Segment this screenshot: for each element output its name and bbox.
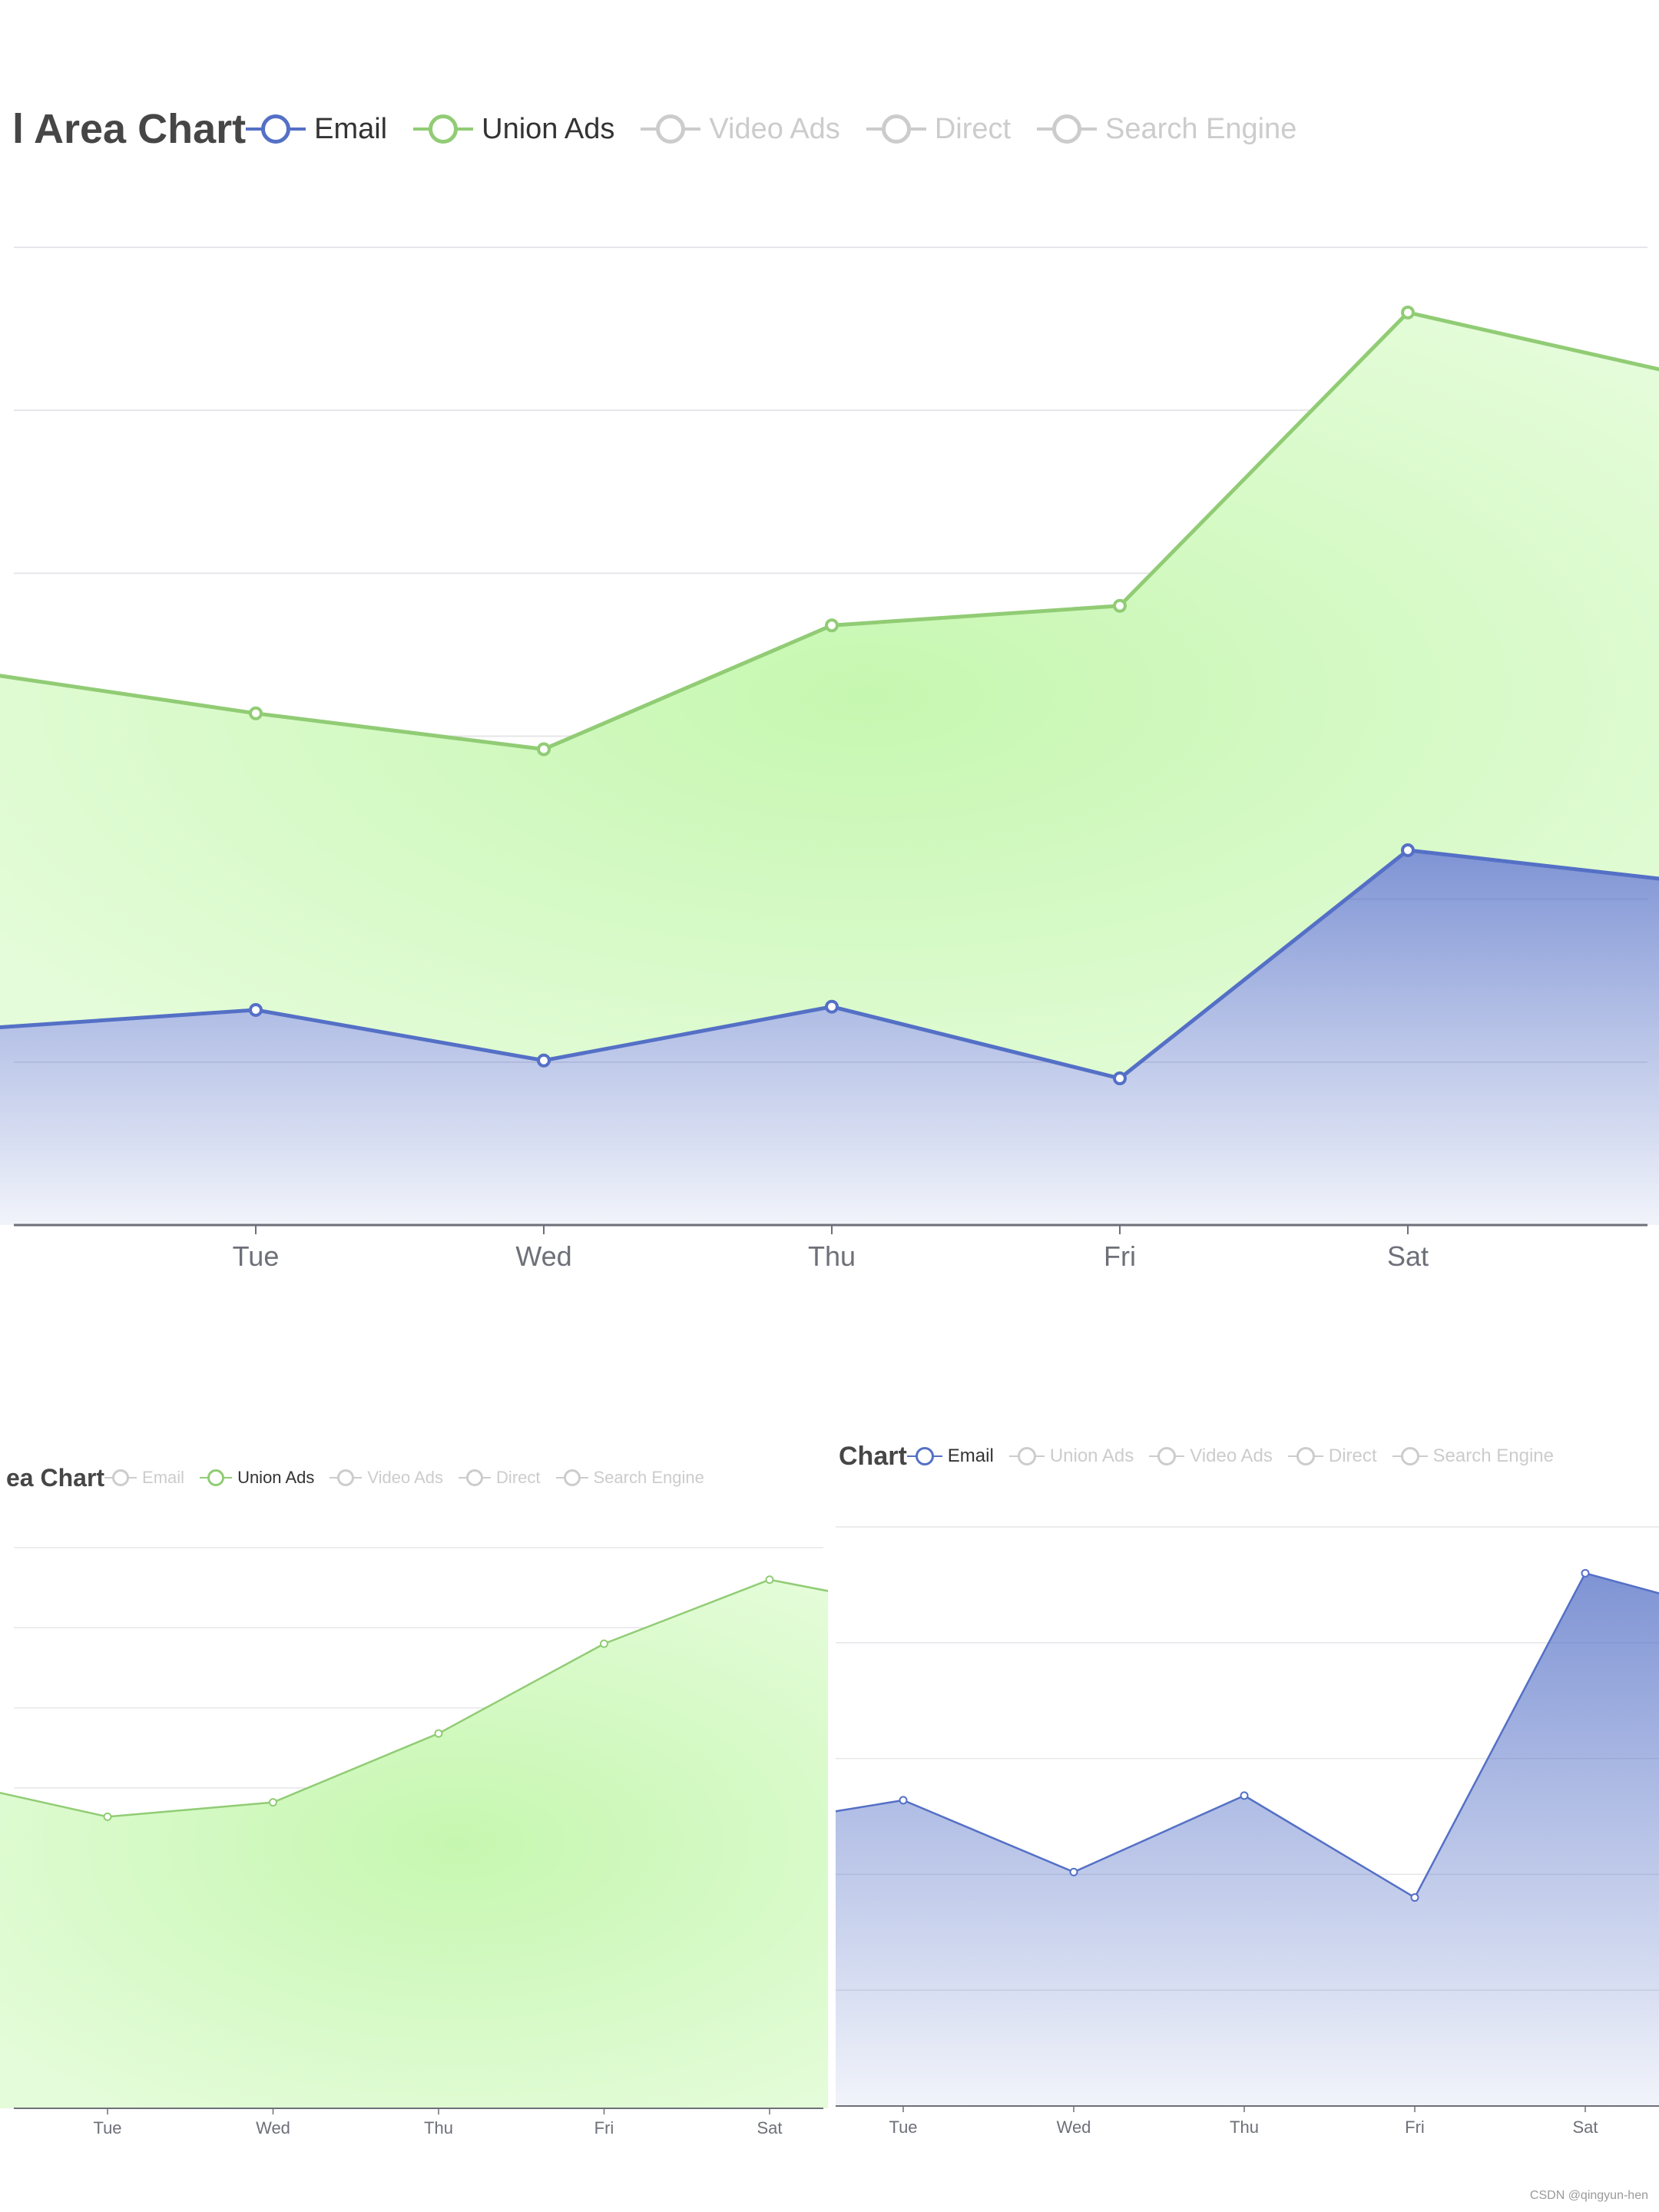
data-point-email <box>1069 1867 1078 1876</box>
data-point-email <box>1401 843 1415 858</box>
area-chart-large: Tue Wed Thu Fri Sat <box>0 247 1659 1272</box>
legend-item-direct[interactable]: Direct <box>866 113 1011 146</box>
chart-panel-union-ads: ea Chart Email Union Ads Video Ads Direct Se… <box>0 1413 828 2181</box>
legend-marker-icon <box>200 1469 233 1486</box>
legend-item-video-ads[interactable]: Video Ads <box>1149 1445 1273 1467</box>
chart-header: ea Chart Email Union Ads Video Ads Direct Se… <box>6 1459 704 1496</box>
area-fill-email <box>836 1573 1659 2106</box>
chart-panel-email: Chart Email Union Ads Video Ads Direct Searc… <box>836 1413 1659 2181</box>
legend-label: Direct <box>1328 1445 1377 1466</box>
x-tick-label: Sat <box>1572 2118 1598 2137</box>
legend-marker-icon <box>906 1447 942 1465</box>
x-tick-label: Wed <box>515 1240 571 1272</box>
legend-marker-icon <box>1008 1447 1045 1465</box>
chart-title: ea Chart <box>6 1463 105 1492</box>
legend-marker-icon <box>555 1469 588 1486</box>
legend-label: Search Engine <box>1432 1445 1554 1466</box>
x-tick-label: Fri <box>594 2118 614 2137</box>
legend-item-email[interactable]: Email <box>906 1445 994 1467</box>
legend-marker-icon <box>329 1469 363 1486</box>
chart-panel-large: l Area Chart Email Union Ads Video Ads Dire… <box>0 98 1659 1272</box>
legend-label: Email <box>314 112 388 145</box>
legend-label: Direct <box>496 1468 541 1487</box>
legend-label: Email <box>947 1445 994 1466</box>
data-point-union-ads <box>249 706 263 720</box>
data-point-email <box>1240 1791 1249 1800</box>
x-tick-label: Tue <box>233 1240 280 1272</box>
x-tick-label: Thu <box>808 1240 856 1272</box>
legend-label: Video Ads <box>1190 1445 1273 1466</box>
data-point-email <box>249 1002 263 1017</box>
x-tick-label: Wed <box>1057 2118 1091 2137</box>
x-tick-label: Thu <box>1230 2118 1259 2137</box>
legend-marker-icon <box>1037 114 1098 144</box>
data-point-union-ads <box>434 1729 443 1738</box>
chart-title: Chart <box>839 1441 907 1471</box>
legend-item-union-ads[interactable]: Union Ads <box>1008 1445 1134 1467</box>
legend-label: Direct <box>934 112 1012 145</box>
data-point-union-ads <box>600 1639 608 1648</box>
legend-item-search-engine[interactable]: Search Engine <box>555 1468 704 1488</box>
x-tick-label: Fri <box>1405 2118 1425 2137</box>
x-tick-label: Thu <box>424 2118 453 2137</box>
legend-label: Email <box>142 1468 185 1487</box>
data-point-email <box>537 1053 551 1068</box>
x-tick-label: Tue <box>889 2118 917 2137</box>
legend-label: Search Engine <box>1105 112 1297 145</box>
area-chart-union-ads: Tue Wed Thu Fri Sat <box>0 1547 828 2137</box>
area-fill-union-ads <box>0 312 1659 1079</box>
data-point-union-ads <box>269 1798 277 1807</box>
legend-marker-icon <box>413 114 474 144</box>
chart-title: l Area Chart <box>12 106 247 152</box>
chart-header: l Area Chart Email Union Ads Video Ads Dire… <box>12 98 1296 160</box>
x-tick-label: Sat <box>1387 1240 1429 1272</box>
area-chart-email: Tue Wed Thu Fri Sat <box>836 1526 1659 2137</box>
legend-marker-icon <box>459 1469 492 1486</box>
legend-item-search-engine[interactable]: Search Engine <box>1037 113 1296 146</box>
legend-item-email[interactable]: Email <box>246 113 387 146</box>
data-point-union-ads <box>537 742 551 757</box>
legend-marker-icon <box>1149 1447 1185 1465</box>
legend-item-direct[interactable]: Direct <box>459 1468 541 1488</box>
x-tick-label: Fri <box>1104 1240 1136 1272</box>
x-tick-label: Sat <box>757 2118 782 2137</box>
legend-marker-icon <box>1287 1447 1323 1465</box>
legend-marker-icon <box>866 114 926 144</box>
data-point-email <box>825 999 839 1014</box>
legend-item-video-ads[interactable]: Video Ads <box>329 1468 443 1488</box>
x-tick-label: Wed <box>256 2118 290 2137</box>
data-point-email <box>1581 1568 1590 1578</box>
legend-label: Search Engine <box>593 1468 704 1487</box>
legend-item-video-ads[interactable]: Video Ads <box>641 112 840 146</box>
data-point-email <box>899 1796 908 1805</box>
data-point-email <box>1113 1071 1127 1086</box>
data-point-union-ads <box>825 618 839 633</box>
chart-header: Chart Email Union Ads Video Ads Direct Searc… <box>839 1438 1554 1475</box>
legend-label: Video Ads <box>709 112 840 145</box>
legend-item-direct[interactable]: Direct <box>1287 1445 1377 1467</box>
legend-marker-icon <box>641 114 701 144</box>
legend-marker-icon <box>104 1469 137 1486</box>
data-point-union-ads <box>1401 305 1415 320</box>
x-tick-label: Tue <box>93 2118 121 2137</box>
data-point-email <box>1410 1893 1419 1902</box>
legend-label: Union Ads <box>482 112 615 145</box>
watermark-text: CSDN @qingyun-hen <box>1529 2189 1648 2202</box>
legend-item-union-ads[interactable]: Union Ads <box>413 113 614 146</box>
legend-item-search-engine[interactable]: Search Engine <box>1392 1445 1554 1467</box>
data-point-union-ads <box>1113 598 1127 613</box>
legend-marker-icon <box>1392 1447 1428 1465</box>
legend-item-email[interactable]: Email <box>104 1468 184 1488</box>
area-fill-union-ads <box>0 1579 828 2108</box>
data-point-union-ads <box>765 1575 774 1584</box>
legend-marker-icon <box>246 114 306 144</box>
data-point-union-ads <box>103 1812 112 1821</box>
area-fill-email <box>0 850 1659 1225</box>
legend-item-union-ads[interactable]: Union Ads <box>200 1468 314 1488</box>
legend-label: Union Ads <box>237 1468 315 1487</box>
legend-label: Union Ads <box>1049 1445 1134 1466</box>
legend-label: Video Ads <box>367 1468 444 1487</box>
